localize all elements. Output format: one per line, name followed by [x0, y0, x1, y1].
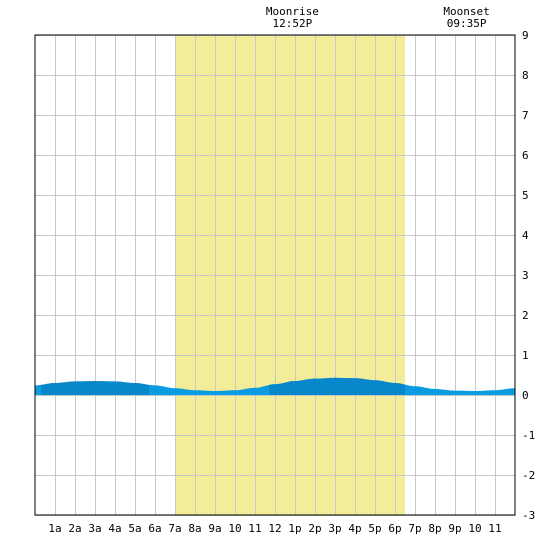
x-tick-label: 3a — [88, 522, 101, 535]
moon-event-time: 09:35P — [447, 17, 487, 30]
x-tick-label: 5a — [128, 522, 141, 535]
x-tick-label: 12 — [268, 522, 281, 535]
x-tick-label: 4p — [348, 522, 361, 535]
tide-high-shade — [269, 377, 405, 395]
x-tick-label: 8p — [428, 522, 441, 535]
y-tick-label: 0 — [522, 389, 529, 402]
x-tick-label: 11 — [488, 522, 501, 535]
x-tick-label: 5p — [368, 522, 381, 535]
x-tick-label: 7p — [408, 522, 421, 535]
x-tick-label: 9p — [448, 522, 461, 535]
y-tick-label: -1 — [522, 429, 535, 442]
tide-high-shade — [41, 381, 149, 395]
x-tick-label: 2p — [308, 522, 321, 535]
moon-event-name: Moonrise — [266, 5, 319, 18]
tide-layer — [35, 377, 515, 395]
y-tick-labels: -3 -2 -1 0 1 2 3 4 5 6 7 8 9 — [522, 29, 535, 522]
x-tick-label: 1p — [288, 522, 301, 535]
moon-event-time: 12:52P — [273, 17, 313, 30]
y-tick-label: 5 — [522, 189, 529, 202]
x-tick-label: 1a — [48, 522, 61, 535]
x-tick-label: 7a — [168, 522, 181, 535]
x-tick-label: 8a — [188, 522, 201, 535]
moon-event-name: Moonset — [443, 5, 489, 18]
y-tick-label: 8 — [522, 69, 529, 82]
y-tick-label: 4 — [522, 229, 529, 242]
x-tick-label: 4a — [108, 522, 121, 535]
x-tick-label: 3p — [328, 522, 341, 535]
x-tick-labels: 1a 2a 3a 4a 5a 6a 7a 8a 9a 10 11 12 1p 2p 3p 4p 5p 6p 7p 8p… — [48, 522, 501, 535]
y-tick-label: 6 — [522, 149, 529, 162]
x-tick-label: 6p — [388, 522, 401, 535]
plot-frame — [34, 34, 516, 516]
x-tick-label: 2a — [68, 522, 81, 535]
y-tick-label: 2 — [522, 309, 529, 322]
y-tick-label: -2 — [522, 469, 535, 482]
y-tick-label: -3 — [522, 509, 535, 522]
grid-layer — [35, 35, 515, 516]
x-tick-label: 10 — [468, 522, 481, 535]
y-tick-label: 7 — [522, 109, 529, 122]
x-tick-label: 6a — [148, 522, 161, 535]
y-tick-label: 9 — [522, 29, 529, 42]
y-tick-label: 3 — [522, 269, 529, 282]
y-tick-label: 1 — [522, 349, 529, 362]
x-tick-label: 9a — [208, 522, 221, 535]
x-tick-label: 10 — [228, 522, 241, 535]
x-tick-label: 11 — [248, 522, 261, 535]
